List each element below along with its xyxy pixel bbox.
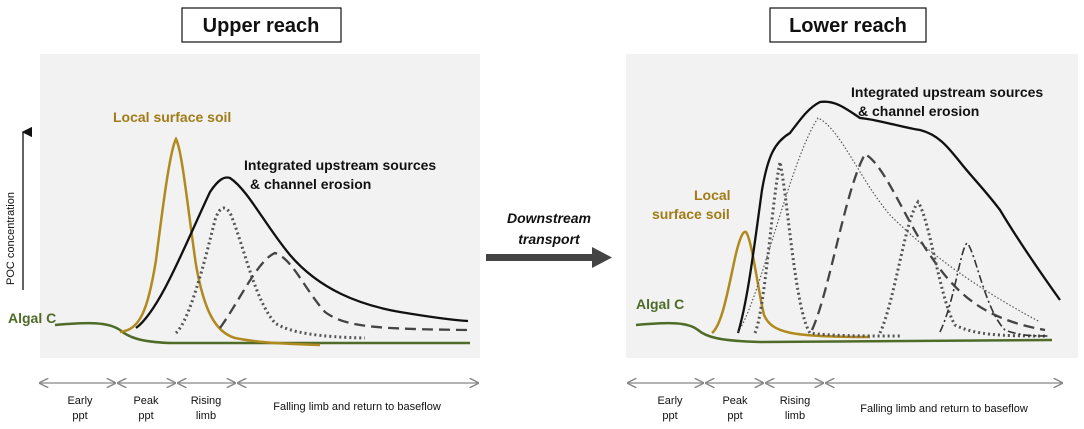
right-algal-curve: [635, 321, 1053, 344]
right-plot-area: [626, 54, 1078, 358]
left-panel: Upper reach Local surface soil Integrate…: [8, 7, 480, 422]
downstream-arrow: Downstream transport: [486, 210, 612, 268]
left-label-algal: Algal C: [8, 310, 56, 326]
left-phase-early-1: Early: [67, 395, 93, 407]
right-phase-early-2: ppt: [662, 410, 677, 422]
right-panel: Lower reach Local surface soil Integrate…: [626, 7, 1078, 422]
y-axis: POC concentration: [5, 126, 33, 290]
left-label-upstream-2: & channel erosion: [250, 176, 371, 192]
right-phase-early-1: Early: [657, 395, 683, 407]
downstream-label-1: Downstream: [507, 210, 591, 226]
left-phase-early-2: ppt: [72, 410, 87, 422]
right-dotted-peak-1: [753, 161, 901, 338]
right-title: Lower reach: [789, 15, 907, 37]
right-label-algal: Algal C: [636, 296, 684, 312]
left-soil-curve: [119, 136, 321, 347]
left-phase-falling: Falling limb and return to baseflow: [273, 401, 441, 413]
right-label-upstream-1: Integrated upstream sources: [851, 84, 1043, 100]
right-label-soil-1: Local: [694, 187, 731, 203]
right-integrated-curve: [736, 100, 1061, 334]
left-algal-curve: [54, 321, 470, 345]
right-thin-dotted-curve: [737, 117, 1041, 333]
right-dotted-peak-2: [878, 199, 1046, 338]
right-label-upstream-2: & channel erosion: [858, 103, 979, 119]
right-phase-falling: Falling limb and return to baseflow: [860, 403, 1028, 415]
left-label-upstream-1: Integrated upstream sources: [244, 157, 436, 173]
left-phase-peak-1: Peak: [133, 395, 159, 407]
right-soil-curve: [711, 230, 871, 339]
left-dashed-curve: [219, 251, 471, 332]
right-dashdot-curve: [939, 241, 1049, 337]
left-phase-rising-2: limb: [196, 410, 216, 422]
right-phase-peak-1: Peak: [722, 395, 748, 407]
left-phase-peak-2: ppt: [138, 410, 153, 422]
left-plot-area: [40, 54, 480, 358]
right-dashed-curve: [810, 152, 1046, 332]
left-title-box: [181, 7, 342, 43]
right-phase-rising-2: limb: [785, 410, 805, 422]
right-phase-peak-2: ppt: [727, 410, 742, 422]
right-phase-rising-1: Rising: [780, 395, 811, 407]
left-title: Upper reach: [203, 15, 320, 37]
left-phase-rising-1: Rising: [191, 395, 222, 407]
left-label-soil: Local surface soil: [113, 109, 231, 125]
right-title-box: [769, 7, 927, 43]
y-axis-label: POC concentration: [5, 192, 17, 285]
right-label-soil-2: surface soil: [652, 206, 730, 222]
left-integrated-curve: [135, 176, 469, 329]
downstream-label-2: transport: [518, 231, 581, 247]
left-dotted-curve: [174, 206, 366, 340]
